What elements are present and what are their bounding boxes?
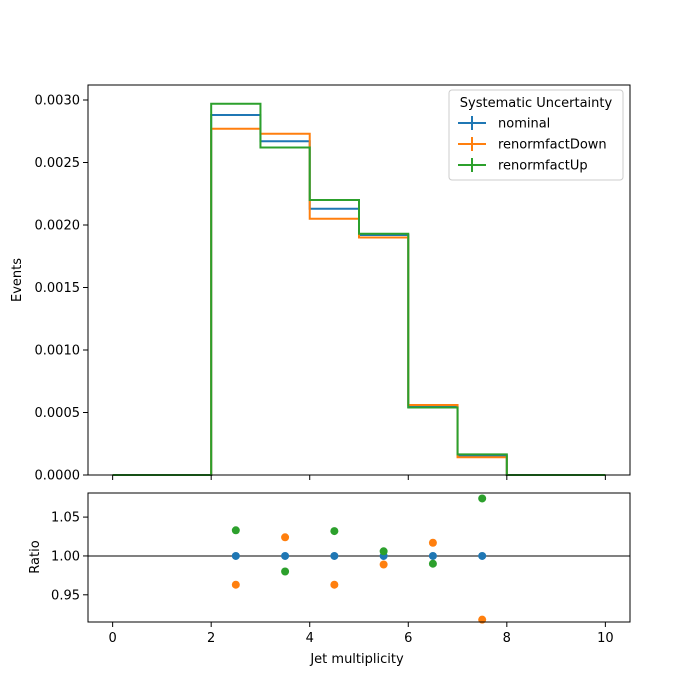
main-y-tick-label: 0.0005 xyxy=(35,406,81,421)
ratio-y-axis-label: Ratio xyxy=(28,540,43,573)
x-tick-label: 0 xyxy=(108,631,116,646)
ratio-point-nominal xyxy=(231,551,240,560)
ratio-y-ticks: 0.95 1.00 1.05 xyxy=(51,511,88,603)
x-tick-label: 8 xyxy=(503,631,511,646)
legend-entries: nominal renormfactDown renormfactUp xyxy=(458,116,607,174)
legend-label-renormfactDown: renormfactDown xyxy=(498,138,607,153)
ratio-point-renormfactUp xyxy=(428,559,437,568)
ratio-point-nominal xyxy=(281,551,290,560)
x-axis-label: Jet multiplicity xyxy=(309,652,404,667)
ratio-panel: 0 2 4 6 8 10 0.95 1.00 1.05 Ratio Jet multiplic… xyxy=(28,492,631,667)
ratio-point-renormfactUp xyxy=(231,526,240,535)
ratio-y-tick-label: 1.05 xyxy=(51,511,80,526)
step-line-renormfactUp xyxy=(112,102,606,476)
ratio-plot-frame xyxy=(87,492,631,623)
x-tick-label: 10 xyxy=(597,631,614,646)
ratio-point-renormfactDown xyxy=(379,560,388,569)
ratio-x-ticks: 0 2 4 6 8 10 xyxy=(108,622,614,646)
ratio-point-renormfactUp xyxy=(379,547,388,556)
ratio-y-tick-label: 0.95 xyxy=(51,588,80,603)
ratio-point-renormfactDown xyxy=(231,580,240,589)
ratio-point-renormfactUp xyxy=(281,567,290,576)
main-y-tick-label: 0.0025 xyxy=(35,156,81,171)
legend-label-nominal: nominal xyxy=(498,117,550,132)
legend-title: Systematic Uncertainty xyxy=(460,96,613,111)
ratio-y-tick-label: 1.00 xyxy=(51,549,80,564)
main-plot-frame xyxy=(87,84,631,476)
main-x-ticks xyxy=(112,475,606,480)
main-y-tick-label: 0.0010 xyxy=(35,344,81,359)
legend-label-renormfactUp: renormfactUp xyxy=(498,159,588,174)
legend-box xyxy=(448,89,624,181)
ratio-point-renormfactDown xyxy=(428,538,437,547)
main-y-tick-label: 0.0015 xyxy=(35,281,81,296)
ratio-point-renormfactUp xyxy=(478,494,487,503)
ratio-point-renormfactUp xyxy=(330,527,339,536)
main-y-tick-label: 0.0030 xyxy=(35,94,81,109)
x-tick-label: 2 xyxy=(207,631,215,646)
main-y-ticks: 0.0000 0.0005 0.0010 0.0015 0.0020 0.0025 0.00… xyxy=(35,94,88,484)
legend: Systematic Uncertainty nominal renormfact… xyxy=(448,89,624,181)
ratio-point-renormfactDown xyxy=(281,533,290,542)
x-tick-label: 4 xyxy=(306,631,314,646)
main-y-tick-label: 0.0000 xyxy=(35,469,81,484)
main-y-tick-label: 0.0020 xyxy=(35,219,81,234)
main-histogram-panel: 0.0000 0.0005 0.0010 0.0015 0.0020 0.0025 0.00… xyxy=(10,84,631,484)
ratio-point-nominal xyxy=(428,551,437,560)
ratio-point-nominal xyxy=(478,551,487,560)
ratio-point-nominal xyxy=(330,551,339,560)
ratio-point-renormfactDown xyxy=(330,580,339,589)
main-step-lines xyxy=(112,102,606,476)
x-tick-label: 6 xyxy=(404,631,412,646)
main-y-axis-label: Events xyxy=(10,258,25,302)
